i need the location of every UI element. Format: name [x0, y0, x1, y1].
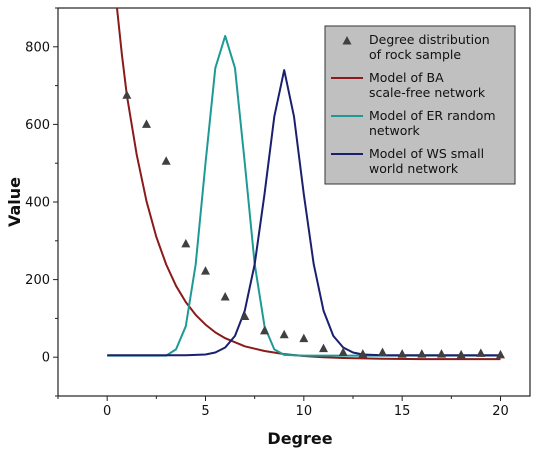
data-point: [397, 349, 407, 358]
data-point: [299, 333, 309, 343]
data-point: [122, 90, 132, 99]
data-point: [378, 347, 387, 357]
x-axis-ticks: 0 5 10 15 20: [57, 396, 509, 419]
data-point: [240, 311, 250, 320]
series-0-line: [116, 8, 501, 361]
legend-label: Model of BA scale-free network: [369, 70, 486, 100]
legend-label: Model of ER random network: [369, 108, 496, 138]
data-point: [496, 349, 505, 359]
x-axis-title: Degree: [267, 429, 332, 448]
data-point: [181, 238, 191, 248]
y-tick-label: 200: [25, 273, 50, 288]
data-point: [358, 349, 368, 358]
legend-marker: [342, 36, 352, 45]
y-tick-label: 600: [25, 118, 50, 133]
data-point: [279, 329, 289, 339]
legend-entry: Model of BA scale-free network: [331, 70, 486, 100]
data-point: [338, 347, 348, 357]
data-point: [142, 119, 151, 128]
data-point: [220, 292, 230, 301]
sample-points: [122, 90, 505, 359]
data-point: [437, 349, 446, 358]
x-tick-label: 15: [394, 404, 411, 419]
data-point: [456, 349, 466, 359]
x-tick-label: 5: [201, 404, 209, 419]
data-point: [201, 266, 210, 275]
y-tick-label: 400: [25, 196, 50, 211]
y-tick-label: 0: [42, 351, 50, 366]
legend: Degree distribution of rock sample Model o…: [324, 25, 516, 185]
legend-entry: Model of WS small world network: [331, 146, 484, 176]
series-2-line: [107, 69, 501, 357]
model-curves: [107, 8, 501, 361]
y-tick-label: 800: [25, 40, 50, 55]
legend-label: Model of WS small world network: [369, 146, 484, 176]
legend-box: [324, 25, 516, 185]
y-axis-title: Value: [5, 177, 24, 227]
legend-entry: Degree distribution of rock sample: [342, 32, 490, 62]
x-tick-label: 20: [492, 404, 509, 419]
data-point: [476, 348, 486, 357]
data-point: [417, 349, 427, 358]
legend-entry: Model of ER random network: [331, 108, 496, 138]
data-point: [319, 343, 328, 353]
legend-label: Degree distribution of rock sample: [369, 32, 490, 62]
x-tick-label: 0: [103, 404, 111, 419]
x-tick-label: 10: [296, 404, 313, 419]
y-axis-ticks: 0 200 400 600 800: [25, 7, 58, 397]
data-point: [161, 156, 171, 165]
data-point: [260, 325, 269, 335]
